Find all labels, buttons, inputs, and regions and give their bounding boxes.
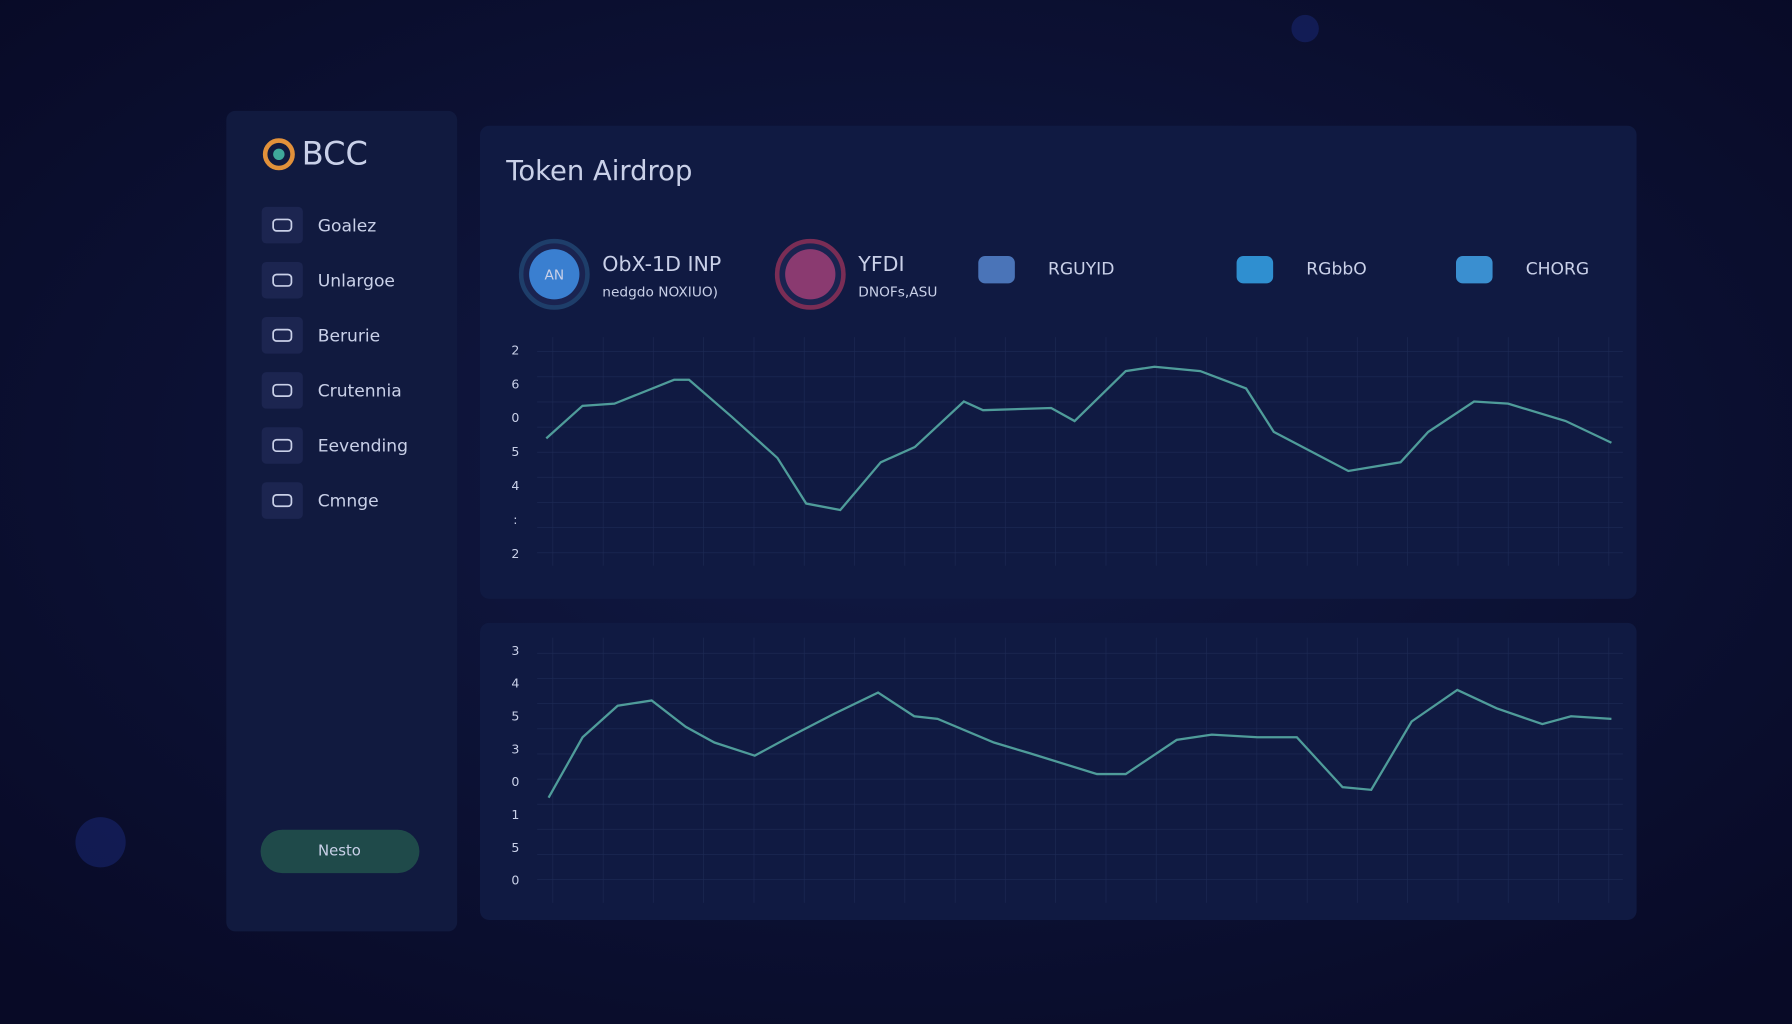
token-icon bbox=[1236, 256, 1274, 284]
chart-grid bbox=[537, 637, 1623, 903]
nav-label[interactable]: Goalez bbox=[318, 216, 377, 236]
token-name: RGbbO bbox=[1306, 260, 1366, 280]
nav-label[interactable]: Eevending bbox=[318, 437, 408, 457]
nav-glyph bbox=[272, 273, 293, 287]
line-series bbox=[545, 365, 1612, 512]
y-tick-label: 1 bbox=[511, 807, 519, 822]
logo-icon bbox=[273, 148, 285, 160]
nav-icon[interactable] bbox=[261, 261, 303, 299]
logo: BCC bbox=[302, 134, 368, 172]
token-icon bbox=[785, 249, 836, 300]
y-tick-label: 4 bbox=[511, 676, 519, 691]
token-icon bbox=[529, 249, 580, 300]
nav-glyph bbox=[272, 383, 293, 397]
y-tick-label: 5 bbox=[511, 444, 519, 459]
token-name: YFDI bbox=[857, 252, 904, 276]
y-tick-label: 5 bbox=[511, 709, 519, 724]
nav-label[interactable]: Crutennia bbox=[318, 382, 402, 402]
nav-glyph bbox=[272, 494, 293, 508]
token-name: RGUYID bbox=[1048, 260, 1114, 280]
chart-grid bbox=[537, 337, 1623, 566]
token-sub: nedgdo NOXIUO) bbox=[602, 285, 718, 301]
logo-icon bbox=[262, 138, 295, 171]
nav-icon[interactable] bbox=[261, 206, 303, 244]
y-tick-label: 3 bbox=[511, 643, 519, 658]
sidebar bbox=[226, 110, 458, 932]
bokeh bbox=[1291, 14, 1319, 43]
nav-glyph bbox=[272, 438, 293, 453]
token-sub: DNOFs,ASU bbox=[858, 285, 937, 301]
y-tick-label: 5 bbox=[511, 840, 519, 855]
y-tick-label: : bbox=[513, 512, 517, 527]
y-tick-label: 6 bbox=[511, 376, 519, 391]
y-tick-label: 2 bbox=[511, 342, 519, 357]
nav-icon[interactable] bbox=[261, 372, 303, 409]
y-tick-label: 3 bbox=[511, 741, 519, 756]
button-label[interactable]: Nesto bbox=[318, 841, 361, 859]
y-tick-label: 2 bbox=[511, 546, 519, 561]
y-tick-label: 0 bbox=[511, 873, 519, 888]
y-tick-label: 4 bbox=[511, 478, 519, 493]
y-tick-label: 0 bbox=[511, 410, 519, 425]
nav-icon[interactable] bbox=[261, 482, 303, 519]
button[interactable] bbox=[260, 829, 420, 874]
nav-label[interactable]: Berurie bbox=[318, 326, 381, 346]
y-tick-label: 0 bbox=[511, 774, 519, 789]
nav-icon[interactable] bbox=[261, 317, 303, 354]
token-icon-label: AN bbox=[544, 267, 564, 283]
token-icon bbox=[978, 256, 1015, 284]
bokeh bbox=[75, 817, 126, 868]
line-series bbox=[547, 688, 1612, 799]
nav-label[interactable]: Unlargoe bbox=[318, 271, 395, 291]
nav-label[interactable]: Cmnge bbox=[318, 492, 379, 512]
nav-glyph bbox=[272, 328, 293, 342]
token-name: CHORG bbox=[1526, 260, 1589, 280]
token-icon bbox=[1456, 256, 1493, 284]
nav-glyph bbox=[272, 218, 293, 232]
token-name: ObX-1D INP bbox=[602, 252, 721, 276]
page-title: Token Airdrop bbox=[505, 156, 692, 187]
nav-icon[interactable] bbox=[261, 427, 303, 464]
